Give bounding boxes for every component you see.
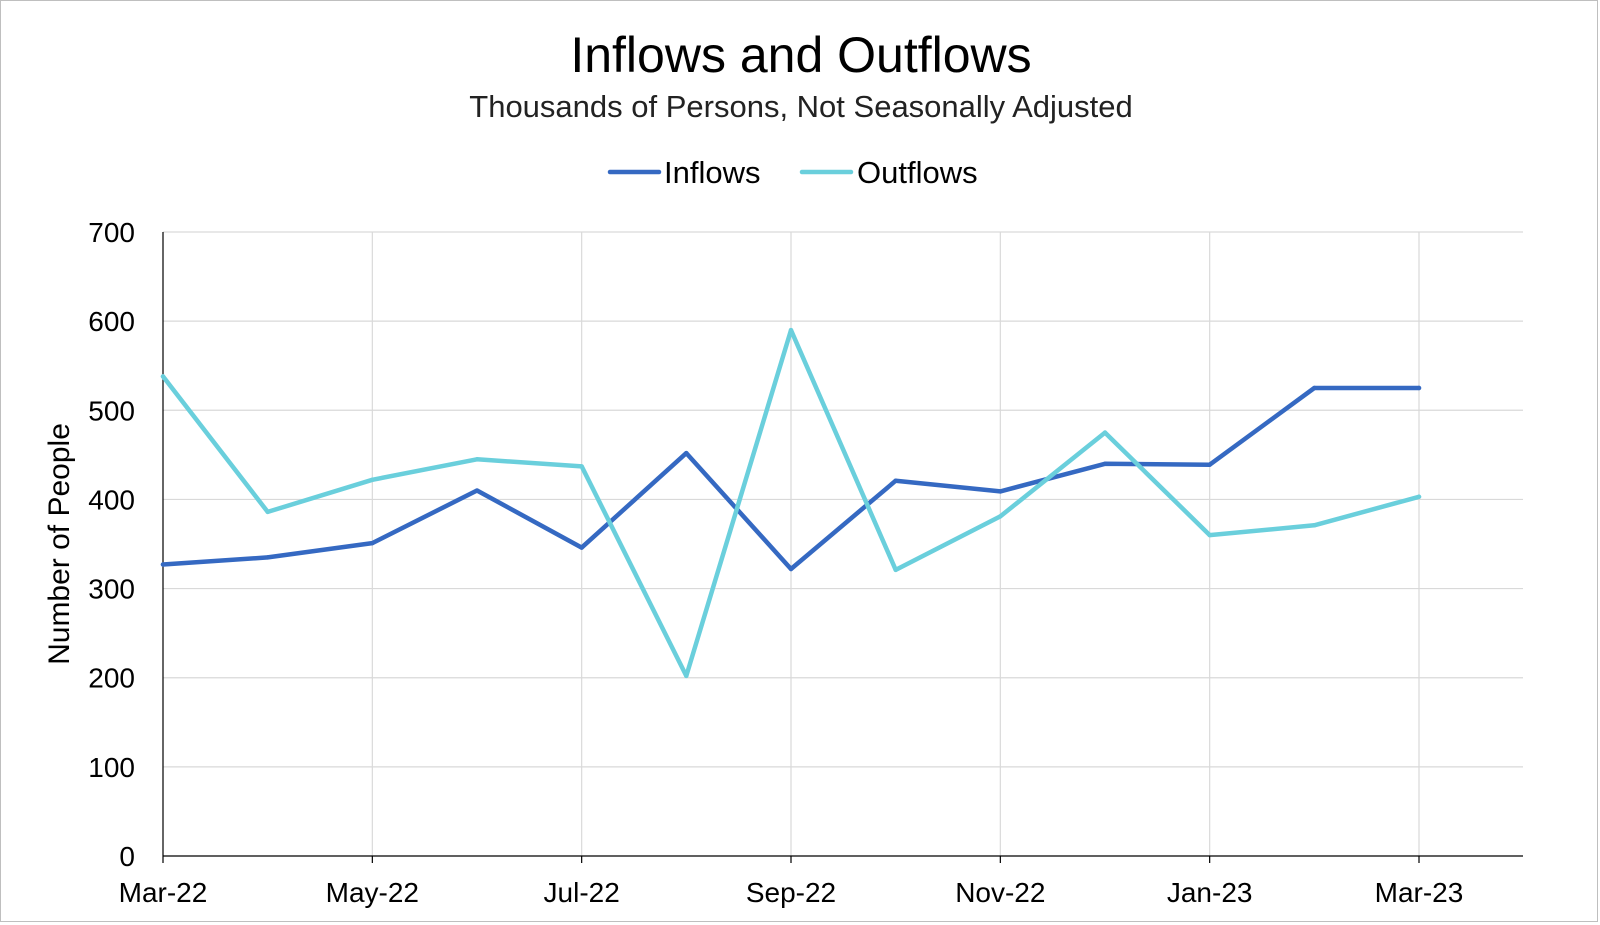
y-tick-label: 0 xyxy=(119,841,135,872)
data-point-outflows xyxy=(998,514,1003,519)
data-point-outflows xyxy=(893,567,898,573)
y-tick-label: 200 xyxy=(88,663,135,694)
data-point-inflows xyxy=(1416,385,1422,391)
data-point-inflows xyxy=(1312,385,1317,391)
x-tick-labels: Mar-22 May-22 Jul-22 Sep-22 Nov-22 Jan-23 Mar-… xyxy=(119,877,1464,908)
data-point-inflows xyxy=(265,555,270,560)
data-point-inflows xyxy=(684,450,689,456)
data-point-inflows xyxy=(1102,461,1108,466)
x-tick-label: May-22 xyxy=(326,877,419,908)
data-point-inflows xyxy=(998,489,1003,494)
x-tick-label: Nov-22 xyxy=(955,877,1045,908)
y-tick-label: 300 xyxy=(88,574,135,605)
y-tick-label: 600 xyxy=(88,306,135,337)
y-tick-labels: 0 100 200 300 400 500 600 700 xyxy=(88,217,135,872)
x-tick-label: Jan-23 xyxy=(1167,877,1253,908)
chart-subtitle: Thousands of Persons, Not Seasonally Adj… xyxy=(469,89,1132,124)
x-tick-label: Sep-22 xyxy=(746,877,836,908)
x-tick-label: Jul-22 xyxy=(544,877,620,908)
y-tick-label: 500 xyxy=(88,395,135,426)
x-tick-label: Mar-22 xyxy=(119,877,208,908)
legend-label-outflows: Outflows xyxy=(857,155,978,190)
data-point-outflows xyxy=(1102,430,1108,435)
y-tick-label: 100 xyxy=(88,752,135,783)
data-point-inflows xyxy=(579,545,584,550)
chart-title: Inflows and Outflows xyxy=(570,27,1031,83)
data-point-inflows xyxy=(160,562,166,567)
data-point-outflows xyxy=(684,673,689,679)
y-axis-label: Number of People xyxy=(43,423,76,665)
y-tick-label: 400 xyxy=(88,484,135,515)
data-point-inflows xyxy=(370,540,375,546)
data-point-inflows xyxy=(474,488,480,493)
legend: Inflows Outflows xyxy=(607,155,978,190)
data-point-inflows xyxy=(1207,462,1212,467)
data-point-outflows xyxy=(160,374,166,379)
legend-label-inflows: Inflows xyxy=(664,155,760,190)
data-point-outflows xyxy=(788,327,794,333)
axes xyxy=(162,232,1523,857)
data-point-inflows xyxy=(788,566,794,572)
series-lines xyxy=(160,327,1422,679)
data-point-inflows xyxy=(893,478,898,483)
data-point-outflows xyxy=(1312,523,1317,528)
data-point-outflows xyxy=(1207,532,1212,538)
data-point-outflows xyxy=(370,477,375,483)
gridlines xyxy=(162,231,1523,863)
x-tick-label: Mar-23 xyxy=(1375,877,1464,908)
data-point-outflows xyxy=(1416,494,1422,499)
data-point-outflows xyxy=(579,464,584,469)
data-point-outflows xyxy=(265,509,270,515)
data-point-outflows xyxy=(474,457,480,462)
y-tick-label: 700 xyxy=(88,217,135,248)
